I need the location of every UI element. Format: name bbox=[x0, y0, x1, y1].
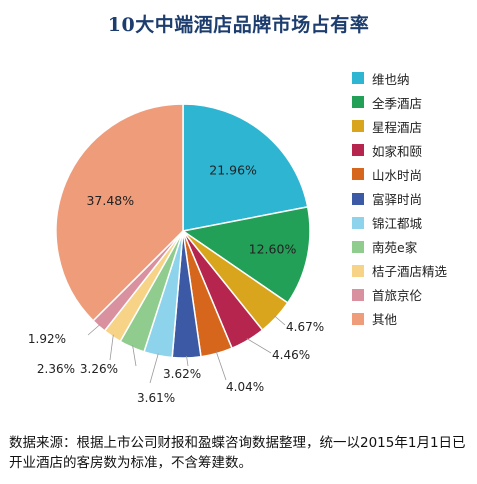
leader-line-5 bbox=[215, 351, 227, 381]
leader-line-9 bbox=[109, 334, 114, 361]
legend-item: 山水时尚 bbox=[352, 162, 477, 186]
legend-swatch bbox=[352, 120, 364, 133]
legend-label: 其他 bbox=[372, 312, 398, 328]
legend-item: 如家和颐 bbox=[352, 138, 477, 162]
legend-item: 全季酒店 bbox=[352, 90, 477, 114]
legend-label: 星程酒店 bbox=[372, 119, 423, 135]
legend-swatch bbox=[352, 264, 364, 277]
pie-slice-1 bbox=[182, 103, 309, 232]
legend-swatch bbox=[352, 312, 364, 325]
slice-value-label-11: 37.48% bbox=[86, 193, 134, 208]
legend-item: 其他 bbox=[352, 307, 477, 331]
legend-item: 星程酒店 bbox=[352, 114, 477, 138]
legend-label: 锦江都城 bbox=[372, 216, 423, 232]
legend-label: 南苑e家 bbox=[372, 240, 418, 256]
slice-value-label-1: 21.96% bbox=[209, 162, 257, 177]
legend-swatch bbox=[352, 288, 364, 301]
legend-swatch bbox=[352, 240, 364, 253]
slice-value-label-5: 4.04% bbox=[226, 380, 264, 394]
legend-item: 锦江都城 bbox=[352, 211, 477, 235]
legend-swatch bbox=[352, 168, 364, 181]
leader-line-10 bbox=[87, 324, 101, 336]
legend-swatch bbox=[352, 72, 364, 85]
source-note: 数据来源：根据上市公司财报和盈蝶咨询数据整理，统一以2015年1月1日已开业酒店… bbox=[9, 435, 466, 471]
slice-value-label-4: 4.46% bbox=[272, 348, 310, 362]
slice-value-label-2: 12.60% bbox=[249, 242, 297, 257]
legend-label: 维也纳 bbox=[372, 71, 410, 87]
chart-title: 10大中端酒店品牌市场占有率 bbox=[107, 14, 370, 36]
legend-label: 富驿时尚 bbox=[372, 192, 423, 208]
legend-label: 如家和颐 bbox=[372, 143, 423, 159]
leader-line-8 bbox=[132, 345, 137, 367]
legend-swatch bbox=[352, 144, 364, 157]
slice-value-label-3: 4.67% bbox=[286, 320, 324, 334]
slice-value-label-9: 2.36% bbox=[37, 362, 75, 376]
legend-label: 首旅京伦 bbox=[372, 288, 423, 304]
slice-value-label-7: 3.61% bbox=[137, 391, 175, 405]
legend-swatch bbox=[352, 96, 364, 109]
slice-value-label-8: 3.26% bbox=[80, 362, 118, 376]
leader-line-4 bbox=[246, 338, 272, 354]
slice-value-label-6: 3.62% bbox=[163, 367, 201, 381]
legend-label: 桔子酒店精选 bbox=[372, 264, 448, 280]
pie-slice-2 bbox=[181, 206, 311, 304]
legend-swatch bbox=[352, 216, 364, 229]
leader-line-6 bbox=[186, 355, 189, 367]
legend-item: 首旅京伦 bbox=[352, 283, 477, 307]
legend-item: 富驿时尚 bbox=[352, 186, 477, 210]
legend-item: 桔子酒店精选 bbox=[352, 259, 477, 283]
legend-item: 南苑e家 bbox=[352, 235, 477, 259]
leader-line-3 bbox=[274, 315, 286, 326]
slice-value-label-10: 1.92% bbox=[28, 332, 66, 346]
legend-label: 山水时尚 bbox=[372, 167, 423, 183]
legend-item: 维也纳 bbox=[352, 66, 477, 90]
pie-slice-11 bbox=[55, 103, 184, 322]
chart-legend: 维也纳全季酒店星程酒店如家和颐山水时尚富驿时尚锦江都城南苑e家桔子酒店精选 首旅京… bbox=[352, 66, 477, 331]
leader-line-7 bbox=[149, 353, 159, 384]
legend-swatch bbox=[352, 192, 364, 205]
legend-label: 全季酒店 bbox=[372, 95, 423, 111]
